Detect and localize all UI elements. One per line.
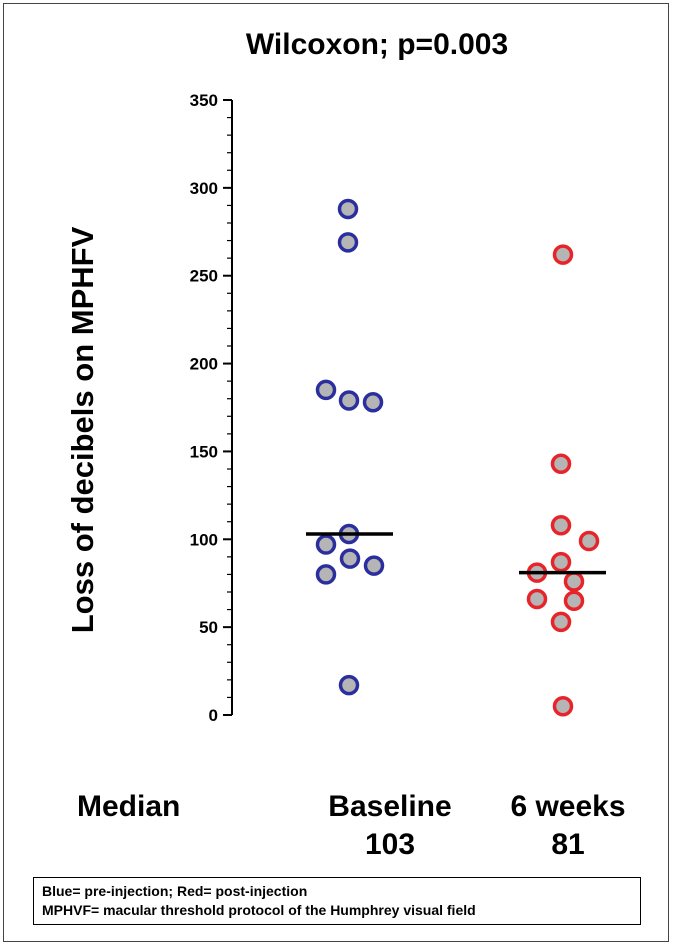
y-tick-label: 250 — [190, 267, 218, 286]
baseline-point — [315, 564, 337, 585]
baseline-point — [338, 674, 360, 696]
baseline-median-value: 103 — [364, 828, 416, 861]
six-weeks-point — [563, 571, 585, 592]
baseline-point — [362, 391, 384, 413]
y-tick-label: 350 — [190, 91, 218, 110]
y-tick-label: 300 — [190, 179, 218, 198]
y-tick-label: 100 — [190, 530, 218, 549]
six-weeks-point — [550, 453, 572, 474]
six-weeks-point — [550, 514, 572, 536]
baseline-point — [337, 232, 359, 253]
six-weeks-point — [552, 244, 574, 265]
baseline-point — [363, 555, 385, 576]
legend-note-line-1: Blue= pre-injection; Red= post-injection — [42, 883, 308, 899]
six-weeks-group-label: 6 weeks 81 — [478, 788, 658, 864]
six-weeks-category-label: 6 weeks — [510, 790, 626, 823]
six-weeks-point — [563, 590, 585, 612]
baseline-point — [337, 198, 359, 220]
y-tick-label: 0 — [209, 706, 218, 725]
baseline-category-label: Baseline — [328, 790, 452, 823]
baseline-point — [315, 534, 337, 555]
legend-note-box: Blue= pre-injection; Red= post-injection… — [33, 877, 641, 925]
six-weeks-point — [526, 588, 548, 610]
baseline-group-label: Baseline 103 — [300, 788, 480, 864]
baseline-point — [315, 379, 337, 401]
legend-note-line-2: MPHVF= macular threshold protocol of the… — [42, 902, 476, 918]
y-tick-label: 200 — [190, 355, 218, 374]
y-tick-label: 50 — [199, 618, 218, 637]
six-weeks-point — [552, 695, 574, 717]
six-weeks-point — [550, 551, 572, 573]
six-weeks-median-value: 81 — [551, 828, 585, 861]
figure-frame — [3, 3, 669, 942]
six-weeks-point — [550, 611, 572, 633]
six-weeks-point — [578, 530, 600, 552]
baseline-point — [339, 548, 361, 569]
median-row-label: Median — [77, 790, 181, 823]
y-tick-label: 150 — [190, 442, 218, 461]
chart-title: Wilcoxon; p=0.003 — [245, 28, 509, 61]
y-axis-label: Loss of decibels on MPHFV — [65, 226, 100, 634]
baseline-point — [338, 390, 360, 411]
